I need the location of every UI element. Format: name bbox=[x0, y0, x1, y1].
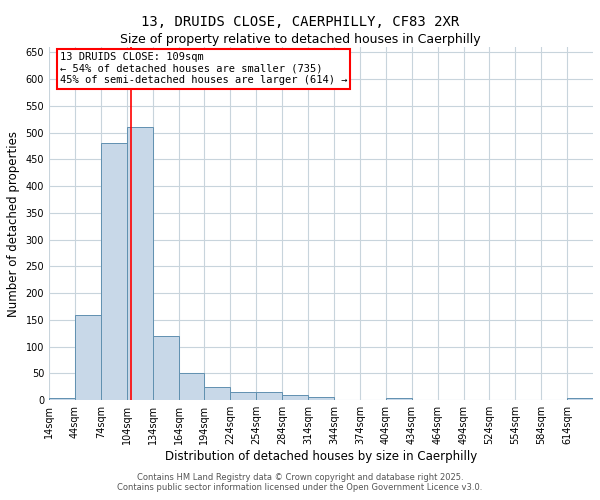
Bar bbox=[49, 398, 75, 400]
Bar bbox=[386, 398, 412, 400]
Text: 13, DRUIDS CLOSE, CAERPHILLY, CF83 2XR: 13, DRUIDS CLOSE, CAERPHILLY, CF83 2XR bbox=[141, 15, 459, 29]
Text: Contains HM Land Registry data © Crown copyright and database right 2025.
Contai: Contains HM Land Registry data © Crown c… bbox=[118, 473, 482, 492]
Y-axis label: Number of detached properties: Number of detached properties bbox=[7, 130, 20, 316]
Bar bbox=[205, 387, 230, 400]
Bar bbox=[101, 144, 127, 400]
Bar bbox=[152, 336, 179, 400]
Bar bbox=[256, 392, 282, 400]
Text: Size of property relative to detached houses in Caerphilly: Size of property relative to detached ho… bbox=[119, 32, 481, 46]
Bar bbox=[179, 374, 205, 400]
Bar bbox=[230, 392, 256, 400]
Bar bbox=[308, 396, 334, 400]
Bar bbox=[75, 314, 101, 400]
Text: 13 DRUIDS CLOSE: 109sqm
← 54% of detached houses are smaller (735)
45% of semi-d: 13 DRUIDS CLOSE: 109sqm ← 54% of detache… bbox=[60, 52, 347, 86]
Bar bbox=[282, 395, 308, 400]
Bar bbox=[127, 127, 152, 400]
X-axis label: Distribution of detached houses by size in Caerphilly: Distribution of detached houses by size … bbox=[165, 450, 477, 463]
Bar bbox=[567, 398, 593, 400]
